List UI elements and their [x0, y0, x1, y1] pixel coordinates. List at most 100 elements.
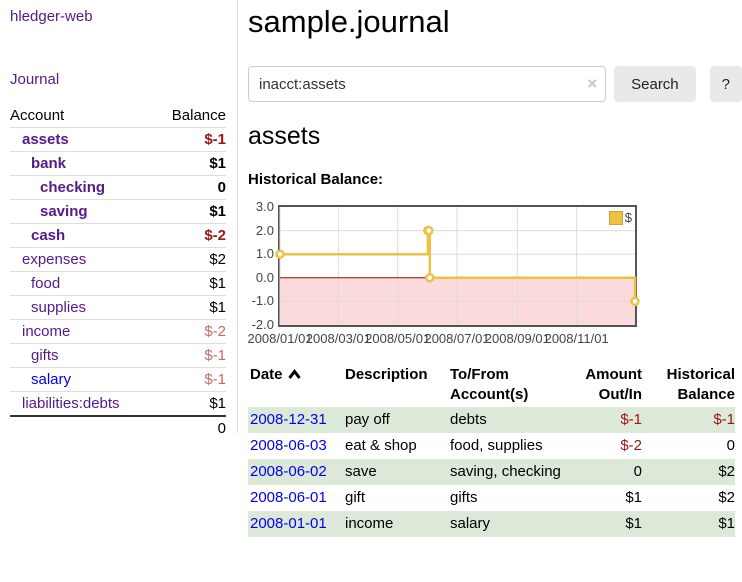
account-row: bank $1 [10, 151, 226, 176]
x-axis-tick-label: 2008/03/01 [305, 331, 371, 346]
account-link-salary[interactable]: salary [31, 371, 72, 388]
account-balance: $-1 [204, 371, 226, 388]
transaction-accounts: food, supplies [450, 437, 543, 454]
y-axis-tick-label: 2.0 [255, 222, 274, 238]
search-input[interactable] [248, 66, 607, 102]
journal-link[interactable]: Journal [10, 71, 60, 88]
help-button[interactable]: ? [709, 66, 742, 102]
y-axis-tick-label: 0.0 [255, 269, 274, 285]
accounts-table: Account Balance assets $-1 bank $1 check… [10, 104, 226, 440]
account-link-cash[interactable]: cash [31, 227, 66, 244]
account-balance: $1 [209, 203, 226, 220]
account-row: saving $1 [10, 199, 226, 224]
chart-title: Historical Balance: [248, 171, 384, 188]
clear-search-icon[interactable]: × [587, 74, 598, 93]
transaction-description: save [345, 463, 377, 480]
app-title-link[interactable]: hledger-web [10, 8, 93, 25]
account-row: salary $-1 [10, 367, 226, 392]
chart-plot-area: $ [275, 205, 640, 327]
chart-legend: $ [608, 210, 632, 225]
account-link-supplies[interactable]: supplies [31, 299, 87, 316]
account-link-saving[interactable]: saving [40, 203, 88, 220]
data-point-marker [425, 273, 435, 283]
account-row: assets $-1 [10, 127, 226, 152]
transaction-balance: 0 [726, 437, 735, 454]
account-link-checking[interactable]: checking [40, 179, 106, 196]
transaction-date-link[interactable]: 2008-01-01 [250, 515, 327, 532]
account-row: income $-2 [10, 319, 226, 344]
historical-balance-chart: $ 3.0 2.0 1.0 0.0 -1.0 -2.0 2008/01/01 2008/03/… [247, 200, 742, 355]
x-axis-tick-label: 2008/01/01 [247, 331, 313, 346]
transaction-accounts: gifts [450, 489, 478, 506]
x-axis-tick-label: 2008/11/01 [544, 331, 609, 346]
transactions-table: Date Description To/From Account(s) Amount Ou… [248, 363, 735, 537]
transaction-row[interactable]: 2008-06-03 eat & shop food, supplies $-2… [248, 433, 735, 459]
chart-canvas [275, 207, 640, 325]
account-balance: $-2 [204, 323, 226, 340]
transaction-amount: $-2 [620, 437, 642, 454]
account-balance: $1 [209, 155, 226, 172]
data-point-marker [630, 296, 640, 307]
sidebar-divider [237, 0, 238, 433]
data-point-marker [424, 225, 434, 236]
account-link-assets[interactable]: assets [22, 131, 69, 148]
search-button[interactable]: Search [614, 66, 696, 102]
account-row: gifts $-1 [10, 343, 226, 368]
y-axis-tick-label: 3.0 [255, 199, 274, 214]
account-balance: $-2 [204, 227, 226, 244]
transaction-row[interactable]: 2008-12-31 pay off debts $-1 $-1 [248, 407, 735, 433]
transaction-accounts: saving, checking [450, 463, 561, 480]
sidebar: hledger-web Journal Account Balance asse… [0, 0, 226, 440]
transaction-date-link[interactable]: 2008-06-01 [250, 489, 327, 506]
account-row: expenses $2 [10, 247, 226, 272]
col-header-description: Description [345, 366, 428, 383]
transaction-date-link[interactable]: 2008-06-02 [250, 463, 327, 480]
transaction-balance: $2 [718, 489, 735, 506]
account-heading: assets [248, 122, 321, 150]
accounts-total-row: 0 [10, 416, 226, 440]
transaction-amount: $1 [625, 489, 642, 506]
x-axis-tick-label: 2008/07/01 [424, 331, 490, 346]
main-content: sample.journal × Search ? assets Histori… [247, 0, 742, 537]
y-axis-tick-label: -1.0 [251, 293, 274, 309]
transaction-description: income [345, 515, 394, 532]
account-link-gifts[interactable]: gifts [31, 347, 59, 364]
account-link-food[interactable]: food [31, 275, 61, 292]
accounts-header-balance: Balance [171, 107, 226, 124]
transaction-amount: $1 [625, 515, 642, 532]
transaction-balance: $1 [718, 515, 735, 532]
x-axis-tick-label: 2008/05/01 [365, 331, 431, 346]
data-point-marker [275, 249, 285, 259]
account-row: food $1 [10, 271, 226, 296]
transaction-row[interactable]: 2008-01-01 income salary $1 $1 [248, 511, 735, 537]
accounts-total-value: 0 [217, 420, 226, 437]
transaction-description: eat & shop [345, 437, 417, 454]
account-row: cash $-2 [10, 223, 226, 248]
transaction-description: gift [345, 489, 366, 506]
account-link-liabilities-debts[interactable]: liabilities:debts [22, 395, 120, 412]
transactions-header-row: Date Description To/From Account(s) Amount Ou… [248, 363, 735, 407]
transaction-row[interactable]: 2008-06-02 save saving, checking 0 $2 [248, 459, 735, 485]
transaction-balance: $-1 [713, 411, 735, 428]
accounts-header-row: Account Balance [10, 104, 226, 128]
col-header-date[interactable]: Date [248, 363, 343, 407]
col-header-to-from-account-s-: To/From Account(s) [450, 366, 529, 403]
account-balance: $1 [209, 299, 226, 316]
account-link-expenses[interactable]: expenses [22, 251, 87, 268]
account-row: liabilities:debts $1 [10, 391, 226, 417]
y-axis-tick-label: -2.0 [251, 317, 274, 332]
account-link-bank[interactable]: bank [31, 155, 67, 172]
legend-swatch-icon [608, 210, 623, 225]
transaction-row[interactable]: 2008-06-01 gift gifts $1 $2 [248, 485, 735, 511]
accounts-total-spacer [10, 416, 154, 440]
col-header-historical-balance: Historical Balance [666, 366, 735, 403]
account-balance: $2 [209, 251, 226, 268]
transaction-accounts: debts [450, 411, 487, 428]
transaction-date-link[interactable]: 2008-12-31 [250, 411, 327, 428]
account-link-income[interactable]: income [22, 323, 71, 340]
transaction-date-link[interactable]: 2008-06-03 [250, 437, 327, 454]
transaction-description: pay off [345, 411, 390, 428]
transaction-balance: $2 [718, 463, 735, 480]
account-balance: $-1 [204, 347, 226, 364]
accounts-header-account: Account [10, 107, 65, 124]
